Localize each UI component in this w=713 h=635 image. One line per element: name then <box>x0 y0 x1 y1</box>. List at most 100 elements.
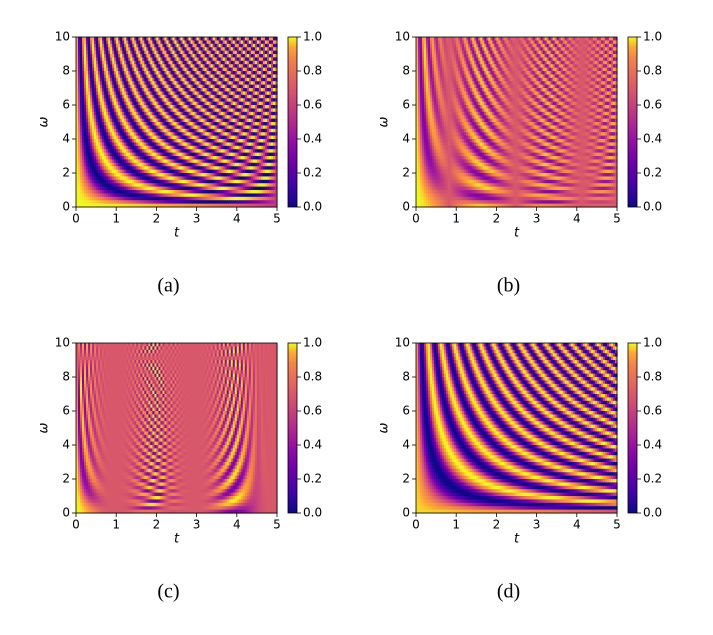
heatmap-cell <box>104 54 107 58</box>
heatmap-cell <box>106 57 109 62</box>
heatmap-cell <box>82 156 85 160</box>
heatmap-cell <box>150 43 153 48</box>
heatmap-cell <box>160 166 164 171</box>
heatmap-cell <box>166 166 170 171</box>
heatmap-cell <box>76 81 79 86</box>
heatmap-cell <box>84 200 87 205</box>
heatmap-cell <box>124 139 127 143</box>
heatmap-cell <box>140 37 143 41</box>
heatmap-cell <box>80 67 83 72</box>
heatmap-cell <box>122 54 125 58</box>
heatmap-cell <box>118 190 121 194</box>
heatmap-cell <box>96 67 99 72</box>
heatmap-cell <box>144 43 147 48</box>
heatmap-cell <box>94 135 97 140</box>
heatmap-cell <box>94 118 97 123</box>
heatmap-cell <box>148 84 151 89</box>
heatmap-cell <box>146 183 149 188</box>
heatmap-cell <box>86 67 89 72</box>
heatmap-cell <box>146 128 149 133</box>
heatmap-cell <box>132 54 135 58</box>
heatmap-cell <box>102 200 105 205</box>
heatmap-cell <box>124 196 127 201</box>
heatmap-cell <box>134 60 137 65</box>
heatmap-cell <box>112 193 115 198</box>
heatmap-cell <box>172 84 176 89</box>
heatmap-cell <box>132 74 135 79</box>
heatmap-cell <box>142 115 145 120</box>
heatmap-cell <box>84 135 87 140</box>
heatmap-cell <box>166 145 170 150</box>
heatmap-cell <box>168 71 172 75</box>
heatmap-cell <box>132 101 135 106</box>
heatmap-cell <box>134 74 137 79</box>
heatmap-cell <box>136 142 139 147</box>
heatmap-cell <box>108 145 111 150</box>
heatmap-cell <box>80 190 83 194</box>
heatmap-cell <box>128 60 131 65</box>
heatmap-cell <box>134 200 137 205</box>
heatmap-cell <box>152 105 155 109</box>
heatmap-cell <box>162 162 166 167</box>
heatmap-cell <box>166 135 170 140</box>
heatmap-cell <box>96 176 99 181</box>
heatmap-cell <box>154 54 157 58</box>
heatmap-cell <box>172 190 176 194</box>
heatmap-cell <box>106 183 109 188</box>
heatmap-cell <box>112 145 115 150</box>
heatmap-cell <box>146 179 149 184</box>
heatmap-cell <box>120 54 123 58</box>
heatmap-cell <box>168 81 172 86</box>
heatmap-cell <box>114 125 117 130</box>
heatmap-cell <box>130 111 133 116</box>
heatmap-cell <box>172 88 176 92</box>
heatmap-cell <box>168 37 172 41</box>
heatmap-cell <box>164 200 168 205</box>
heatmap-cell <box>138 132 141 137</box>
heatmap-cell <box>122 47 125 52</box>
heatmap-cell <box>156 57 160 62</box>
heatmap-cell <box>158 88 162 92</box>
heatmap-cell <box>134 122 137 126</box>
heatmap-cell <box>130 166 133 171</box>
heatmap-cell <box>106 60 109 65</box>
heatmap-cell <box>148 125 151 130</box>
heatmap-cell <box>98 159 101 164</box>
heatmap-cell <box>170 67 174 72</box>
heatmap-cell <box>146 37 149 41</box>
heatmap-cell <box>78 173 81 177</box>
heatmap-cell <box>120 169 123 174</box>
heatmap-cell <box>102 60 105 65</box>
heatmap-cell <box>110 101 113 106</box>
heatmap-cell <box>170 173 174 177</box>
heatmap-cell <box>172 173 176 177</box>
heatmap-cell <box>88 111 91 116</box>
heatmap-cell <box>150 135 153 140</box>
heatmap-cell <box>128 118 131 123</box>
heatmap-cell <box>104 105 107 109</box>
heatmap-cell <box>100 115 103 120</box>
heatmap-cell <box>124 173 127 177</box>
heatmap-cell <box>122 122 125 126</box>
heatmap-cell <box>108 111 111 116</box>
heatmap-cell <box>150 57 153 62</box>
heatmap-cell <box>162 135 166 140</box>
heatmap-cell <box>90 128 93 133</box>
heatmap-cell <box>110 108 113 113</box>
heatmap-cell <box>138 190 141 194</box>
heatmap-cell <box>138 145 141 150</box>
heatmap-cell <box>94 108 97 113</box>
heatmap-cell <box>112 173 115 177</box>
heatmap-cell <box>104 94 107 99</box>
heatmap-cell <box>142 91 145 96</box>
heatmap-cell <box>144 108 147 113</box>
heatmap-cell <box>106 67 109 72</box>
heatmap-cell <box>164 67 168 72</box>
heatmap-cell <box>130 186 133 191</box>
heatmap-cell <box>80 166 83 171</box>
heatmap-cell <box>88 186 91 191</box>
heatmap-cell <box>160 183 164 188</box>
heatmap-cell <box>116 105 119 109</box>
heatmap-cell <box>166 60 170 65</box>
heatmap-cell <box>82 71 85 75</box>
